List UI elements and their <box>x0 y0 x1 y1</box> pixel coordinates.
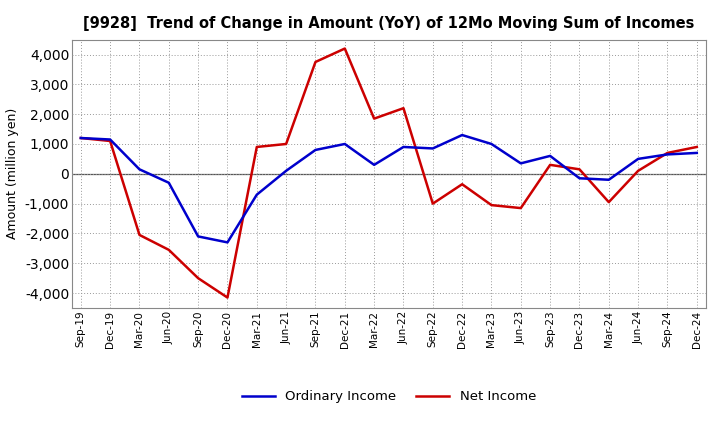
Net Income <box>311 59 320 65</box>
Ordinary Income <box>693 150 701 156</box>
Net Income <box>135 232 144 238</box>
Net Income <box>76 136 85 141</box>
Ordinary Income <box>634 156 642 161</box>
Net Income <box>164 247 173 253</box>
Net Income <box>663 150 672 156</box>
Ordinary Income <box>341 141 349 147</box>
Net Income <box>516 205 525 211</box>
Ordinary Income <box>106 137 114 142</box>
Net Income <box>341 46 349 51</box>
Net Income <box>370 116 379 121</box>
Line: Ordinary Income: Ordinary Income <box>81 135 697 242</box>
Ordinary Income <box>546 153 554 158</box>
Net Income <box>693 144 701 150</box>
Net Income <box>487 202 496 208</box>
Ordinary Income <box>605 177 613 183</box>
Net Income <box>575 167 584 172</box>
Ordinary Income <box>399 144 408 150</box>
Ordinary Income <box>253 192 261 197</box>
Ordinary Income <box>487 141 496 147</box>
Net Income <box>399 106 408 111</box>
Net Income <box>106 138 114 143</box>
Net Income <box>428 201 437 206</box>
Ordinary Income <box>311 147 320 153</box>
Ordinary Income <box>164 180 173 185</box>
Line: Net Income: Net Income <box>81 48 697 297</box>
Ordinary Income <box>223 240 232 245</box>
Ordinary Income <box>458 132 467 138</box>
Net Income <box>194 275 202 281</box>
Net Income <box>634 168 642 173</box>
Net Income <box>546 162 554 168</box>
Net Income <box>253 144 261 150</box>
Ordinary Income <box>663 152 672 157</box>
Net Income <box>605 199 613 205</box>
Ordinary Income <box>516 161 525 166</box>
Net Income <box>282 141 290 147</box>
Legend: Ordinary Income, Net Income: Ordinary Income, Net Income <box>242 390 536 403</box>
Net Income <box>458 182 467 187</box>
Net Income <box>223 295 232 300</box>
Ordinary Income <box>76 136 85 141</box>
Ordinary Income <box>370 162 379 168</box>
Ordinary Income <box>282 168 290 173</box>
Y-axis label: Amount (million yen): Amount (million yen) <box>6 108 19 239</box>
Title: [9928]  Trend of Change in Amount (YoY) of 12Mo Moving Sum of Incomes: [9928] Trend of Change in Amount (YoY) o… <box>83 16 695 32</box>
Ordinary Income <box>135 167 144 172</box>
Ordinary Income <box>194 234 202 239</box>
Ordinary Income <box>575 176 584 181</box>
Ordinary Income <box>428 146 437 151</box>
